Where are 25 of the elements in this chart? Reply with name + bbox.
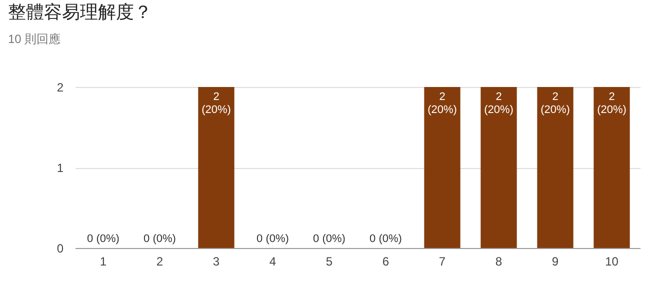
data-label: 2 (20%)	[540, 91, 570, 116]
x-tick-label: 4	[269, 254, 276, 268]
x-tick-label: 8	[495, 254, 502, 268]
x-tick-label: 9	[552, 254, 559, 268]
data-label: 2 (20%)	[202, 91, 231, 116]
x-tick-label: 2	[156, 254, 164, 268]
x-tick-label: 3	[212, 254, 220, 268]
data-label: 0 (0%)	[144, 233, 176, 245]
data-label: 0 (0%)	[256, 233, 289, 245]
data-label: 0 (0%)	[87, 233, 120, 245]
y-tick-label: 1	[56, 161, 64, 175]
x-tick-label: 5	[326, 254, 333, 268]
data-label: 2 (20%)	[428, 91, 457, 116]
data-label: 2 (20%)	[597, 91, 626, 116]
chart-title: 整體容易理解度？	[8, 2, 152, 22]
data-label: 0 (0%)	[370, 233, 402, 245]
x-tick-label: 10	[605, 254, 619, 268]
y-tick-label: 0	[56, 242, 64, 256]
x-tick-label: 6	[382, 254, 390, 268]
chart-subtitle: 10 則回應	[8, 32, 61, 46]
y-tick-label: 2	[56, 80, 64, 94]
data-label: 0 (0%)	[313, 233, 346, 245]
x-tick-label: 7	[438, 254, 446, 268]
data-label: 2 (20%)	[484, 91, 514, 116]
x-tick-label: 1	[100, 254, 107, 268]
